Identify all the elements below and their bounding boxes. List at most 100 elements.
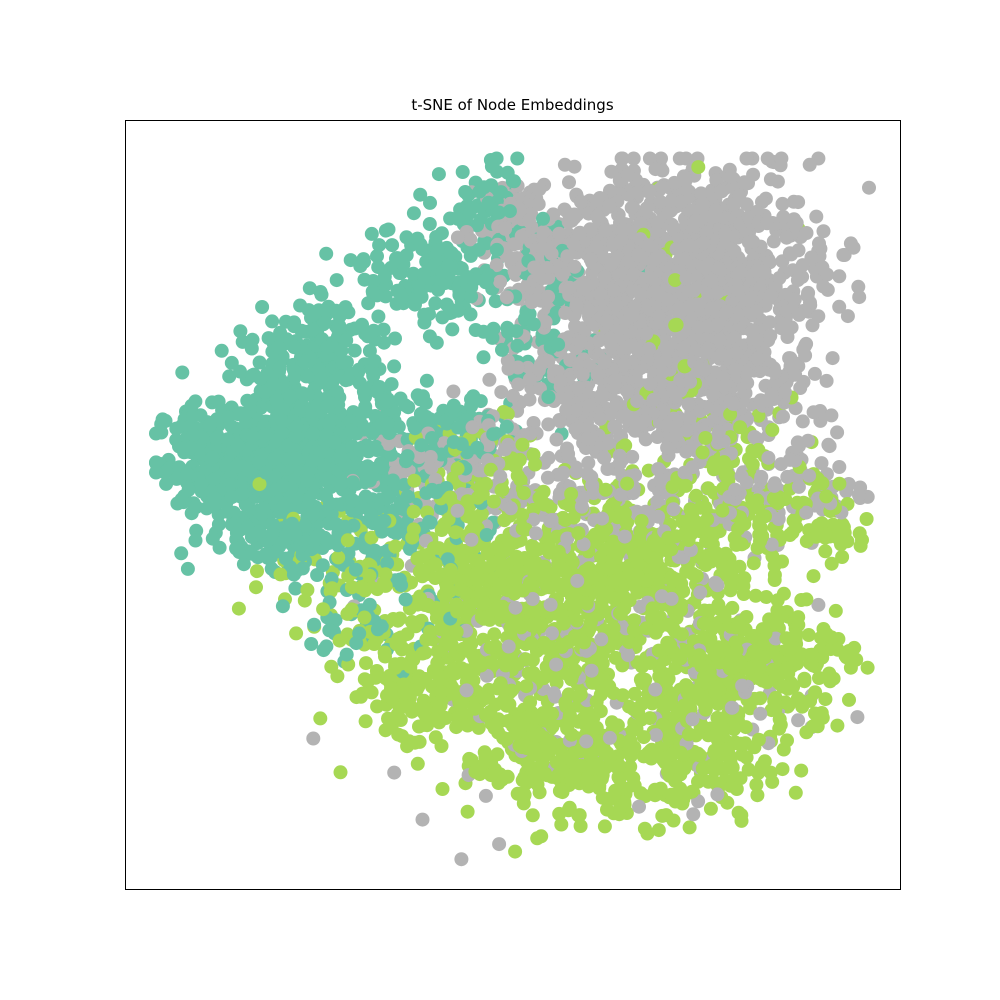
- scatter-point-class_2: [567, 159, 582, 174]
- scatter-point-class_0: [159, 476, 174, 491]
- scatter-point-class_0: [429, 335, 444, 350]
- scatter-point-class_1: [399, 699, 414, 714]
- scatter-point-class_0: [458, 185, 473, 199]
- scatter-point-class_1: [448, 525, 463, 540]
- scatter-point-class_1: [638, 672, 653, 687]
- scatter-point-class_1: [526, 502, 541, 517]
- scatter-point-class_1: [708, 775, 723, 790]
- scatter-point-class_1: [852, 526, 867, 541]
- scatter-point-class_1: [503, 621, 518, 635]
- scatter-point-class_0: [384, 447, 398, 462]
- scatter-point-class_0: [329, 303, 344, 318]
- scatter-point-class_1: [477, 691, 492, 706]
- scatter-point-class_2: [685, 460, 700, 475]
- scatter-point-class_2: [554, 390, 569, 405]
- scatter-point-class_2: [538, 314, 553, 329]
- scatter-point-class_2: [620, 384, 635, 399]
- scatter-point-class_2: [774, 321, 789, 336]
- scatter-point-class_0: [244, 341, 259, 356]
- scatter-point-class_2: [791, 479, 806, 494]
- scatter-point-class_2: [809, 209, 824, 224]
- scatter-point-class_1: [527, 616, 542, 631]
- scatter-point-class_2: [846, 240, 861, 255]
- scatter-point-class_1: [504, 683, 519, 698]
- scatter-point-class_0: [445, 322, 460, 337]
- scatter-point-class_2: [763, 172, 778, 187]
- scatter-point-class_2: [710, 787, 725, 802]
- scatter-point-class_1: [661, 720, 676, 735]
- scatter-point-class_1: [297, 593, 312, 608]
- scatter-point-class_0: [255, 300, 270, 314]
- scatter-point-class_2: [801, 285, 816, 300]
- scatter-point-class_2: [478, 788, 493, 803]
- scatter-point-class_2: [464, 532, 479, 547]
- scatter-point-class_0: [551, 292, 566, 307]
- scatter-point-class_0: [188, 533, 203, 548]
- scatter-point-class_2: [454, 852, 469, 867]
- scatter-point-class_0: [423, 195, 437, 210]
- scatter-point-class_1: [660, 764, 675, 779]
- scatter-point-class_2: [807, 366, 822, 381]
- scatter-point-class_0: [358, 462, 373, 477]
- scatter-point-class_1: [799, 592, 814, 607]
- scatter-point-class_2: [501, 639, 516, 654]
- scatter-point-class_1: [703, 524, 718, 539]
- scatter-point-class_1: [460, 804, 475, 819]
- scatter-point-class_1: [759, 590, 774, 604]
- scatter-point-class_1: [249, 580, 263, 595]
- scatter-point-class_2: [832, 269, 847, 284]
- scatter-point-class_0: [510, 338, 525, 353]
- scatter-point-class_0: [371, 309, 386, 324]
- scatter-point-class_2: [541, 450, 556, 465]
- scatter-point-class_1: [519, 679, 534, 694]
- scatter-point-class_0: [261, 331, 276, 346]
- scatter-point-class_1: [788, 785, 803, 800]
- scatter-point-class_1: [832, 476, 847, 491]
- scatter-point-class_1: [515, 521, 530, 536]
- scatter-point-class_1: [497, 513, 512, 528]
- scatter-point-class_2: [791, 195, 806, 210]
- scatter-point-class_2: [811, 597, 826, 612]
- scatter-point-class_0: [229, 525, 244, 540]
- scatter-point-class_2: [549, 432, 564, 447]
- scatter-point-class_2: [806, 405, 821, 420]
- scatter-point-class_2: [620, 407, 635, 422]
- scatter-point-class_0: [347, 343, 362, 358]
- scatter-point-class_1: [358, 714, 373, 729]
- scatter-point-class_1: [441, 512, 456, 527]
- scatter-point-class_0: [500, 320, 515, 335]
- scatter-point-class_2: [775, 196, 790, 211]
- scatter-point-class_1: [430, 655, 445, 670]
- scatter-point-class_0: [367, 543, 382, 558]
- scatter-point-class_1: [627, 686, 642, 701]
- scatter-point-class_1: [534, 829, 549, 844]
- scatter-point-class_1: [552, 784, 567, 798]
- scatter-point-class_0: [252, 355, 267, 370]
- scatter-point-class_2: [544, 513, 559, 527]
- scatter-point-class_1: [842, 692, 856, 707]
- scatter-point-class_2: [763, 328, 778, 343]
- chart-title: t-SNE of Node Embeddings: [411, 96, 614, 114]
- scatter-point-class_2: [793, 381, 808, 395]
- scatter-point-class_2: [567, 259, 582, 274]
- scatter-point-class_2: [522, 392, 537, 407]
- scatter-point-class_1: [626, 771, 641, 786]
- scatter-point-class_0: [328, 613, 343, 628]
- scatter-point-class_0: [401, 400, 416, 415]
- scatter-point-class_1: [368, 670, 383, 685]
- scatter-point-class_1: [493, 676, 508, 691]
- scatter-point-class_0: [319, 639, 334, 654]
- scatter-point-class_0: [370, 249, 384, 264]
- scatter-point-class_2: [822, 439, 837, 454]
- scatter-point-class_2: [463, 232, 478, 247]
- scatter-point-class_1: [435, 782, 450, 796]
- scatter-point-class_1: [794, 763, 809, 778]
- scatter-point-class_0: [302, 281, 317, 296]
- scatter-point-class_2: [540, 470, 555, 485]
- scatter-point-class_1: [289, 626, 304, 641]
- scatter-point-class_2: [851, 279, 866, 294]
- scatter-point-class_1: [801, 628, 816, 642]
- scatter-point-class_1: [723, 778, 738, 793]
- scatter-point-class_2: [653, 474, 667, 489]
- scatter-point-class_0: [367, 354, 382, 368]
